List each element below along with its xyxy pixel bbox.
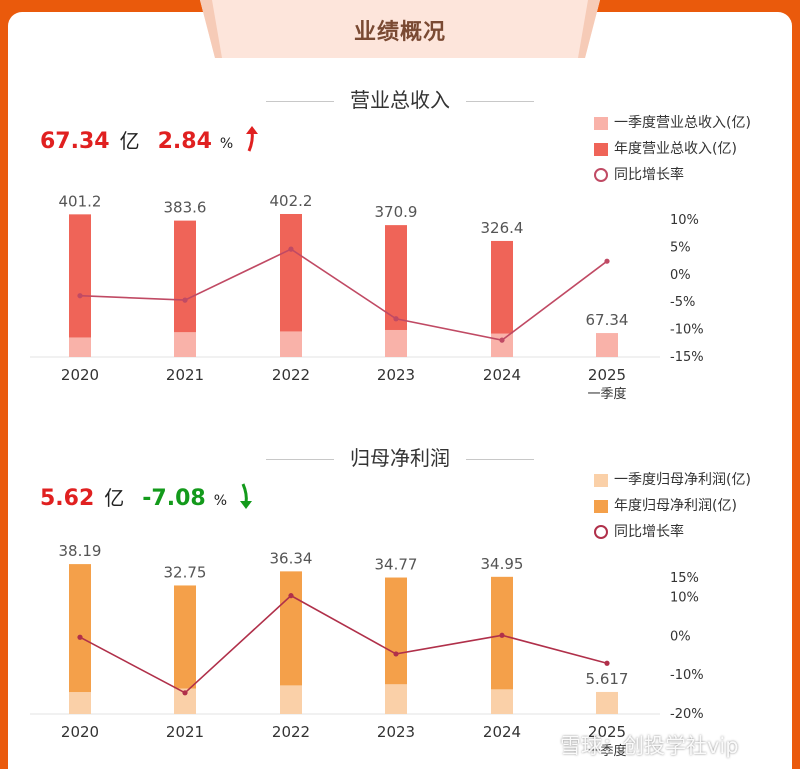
- revenue-kpi: 67.34 亿 2.84%: [40, 125, 261, 158]
- legend-swatch: [594, 142, 608, 156]
- page-title: 业绩概况: [353, 20, 446, 45]
- legend-item: 一季度营业总收入(亿): [594, 112, 751, 138]
- profit-legend: 一季度归母净利润(亿) 年度归母净利润(亿) 同比增长率: [594, 469, 751, 547]
- profit-kpi: 5.62 亿 -7.08%: [40, 482, 255, 515]
- revenue-kpi-pct: 2.84: [157, 129, 212, 154]
- legend-item: 同比增长率: [594, 164, 751, 190]
- profit-kpi-value: 5.62: [40, 486, 95, 511]
- legend-marker: [594, 525, 608, 539]
- legend-item: 一季度归母净利润(亿): [594, 469, 751, 495]
- profit-section-title: 归母净利润: [0, 442, 800, 471]
- arrow-down-icon: [237, 483, 255, 515]
- profit-kpi-pct: -7.08: [142, 486, 206, 511]
- revenue-kpi-value: 67.34: [40, 129, 110, 154]
- legend-item: 年度营业总收入(亿): [594, 138, 751, 164]
- legend-item: 年度归母净利润(亿): [594, 495, 751, 521]
- profit-kpi-pct-unit: %: [213, 493, 228, 509]
- revenue-kpi-unit: 亿: [119, 129, 140, 153]
- revenue-kpi-pct-unit: %: [219, 136, 234, 152]
- legend-item: 同比增长率: [594, 521, 751, 547]
- watermark: 雪球：创投学社vip: [560, 734, 739, 758]
- revenue-section-title: 营业总收入: [0, 84, 800, 113]
- legend-swatch: [594, 473, 608, 487]
- profit-kpi-unit: 亿: [104, 486, 125, 510]
- legend-swatch: [594, 116, 608, 130]
- header-tab: [200, 0, 600, 58]
- arrow-up-icon: [243, 126, 261, 158]
- legend-marker: [594, 168, 608, 182]
- revenue-legend: 一季度营业总收入(亿) 年度营业总收入(亿) 同比增长率: [594, 112, 751, 190]
- legend-swatch: [594, 499, 608, 513]
